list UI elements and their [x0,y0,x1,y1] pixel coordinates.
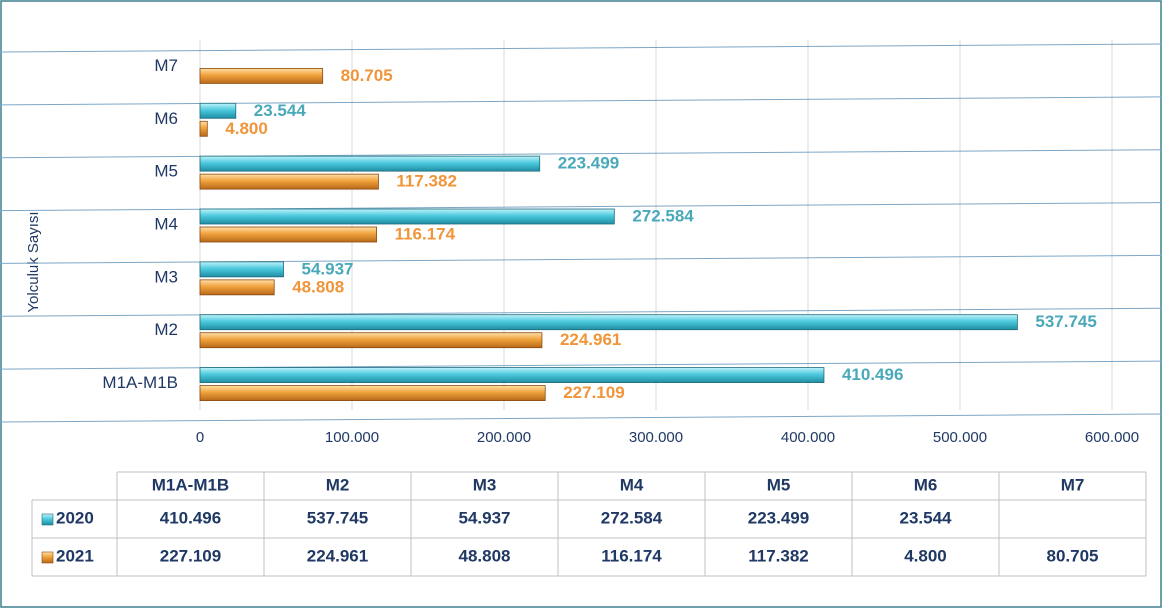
separator [0,96,1162,106]
data-label: 117.382 [396,172,457,191]
table-cell: 48.808 [459,546,511,565]
bar [199,261,284,278]
table-cell: 4.800 [904,546,947,565]
y-tick-label: M4 [154,214,178,233]
separator [0,149,1162,159]
table-header: M3 [473,475,497,494]
data-label: 537.745 [1035,312,1096,331]
x-tick-label: 0 [196,429,204,446]
data-label: 116.174 [395,224,456,243]
table-cell: 224.961 [307,546,368,565]
separator [0,413,1162,423]
bar [199,102,237,119]
data-label: 80.705 [341,66,393,85]
data-label: 272.584 [632,206,694,225]
legend-label: 2020 [56,508,94,527]
bar [199,68,324,84]
table-cell: 410.496 [160,508,221,527]
table-cell: 227.109 [160,546,221,565]
table-header: M1A-M1B [152,475,229,494]
bar [199,173,379,190]
data-label: 223.499 [558,154,619,173]
data-label: 224.961 [560,330,621,349]
separator [0,254,1162,264]
data-label: 4.800 [225,119,268,138]
legend-swatch [41,551,54,564]
x-tick-label: 100.000 [325,429,379,446]
bar [199,155,541,172]
bar [199,279,275,296]
separator [0,202,1162,212]
y-tick-label: M3 [154,267,178,286]
table-cell: 117.382 [748,546,809,565]
bar [199,226,377,243]
table-header: M4 [620,475,644,494]
table-header: M7 [1061,475,1085,494]
table-cell: 272.584 [601,508,663,527]
y-axis-label: Yolculuk Sayısı [25,211,42,312]
x-tick-label: 300.000 [629,429,683,446]
y-tick-label: M2 [154,320,178,339]
separator [0,43,1162,53]
bar [199,208,615,225]
legend-swatch [41,513,54,526]
bar [199,120,208,137]
bar [199,314,1018,331]
bar [199,332,543,349]
table-cell: 223.499 [748,508,809,527]
table-cell: 537.745 [307,508,368,527]
bar [199,385,546,401]
table-header: M5 [767,475,791,494]
table-cell: 80.705 [1047,546,1099,565]
data-label: 48.808 [292,277,344,296]
table-cell: 54.937 [459,508,511,527]
table-cell: 116.174 [601,546,662,565]
table-header: M6 [914,475,938,494]
table-header: M2 [326,475,350,494]
x-tick-label: 600.000 [1085,429,1139,446]
y-tick-label: M5 [154,162,178,181]
y-tick-label: M1A-M1B [102,373,178,392]
separator [0,360,1162,370]
data-label: 227.109 [563,383,624,402]
separator [0,307,1162,317]
x-tick-label: 200.000 [477,429,531,446]
x-tick-label: 500.000 [933,429,987,446]
y-tick-label: M7 [154,56,178,75]
x-tick-label: 400.000 [781,429,835,446]
table-cell: 23.544 [900,508,953,527]
data-label: 54.937 [302,259,354,278]
y-tick-label: M6 [154,109,178,128]
data-label: 410.496 [842,365,903,384]
bar [199,367,825,383]
data-label: 23.544 [254,101,307,120]
legend-label: 2021 [56,546,94,565]
